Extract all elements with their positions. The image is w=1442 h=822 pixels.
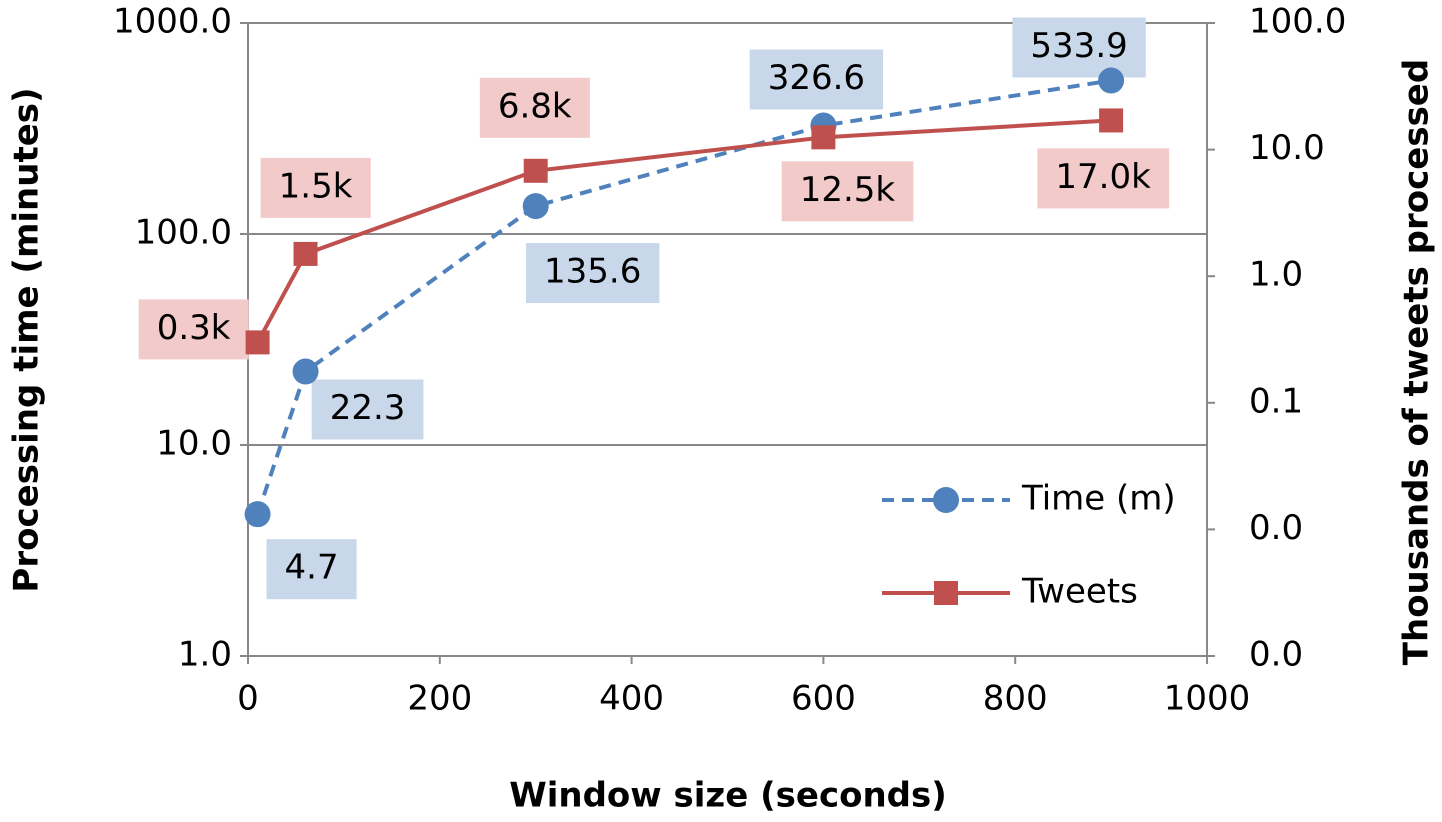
data-label-box	[1037, 148, 1170, 209]
data-label-box	[1012, 17, 1146, 78]
data-label-box	[526, 243, 660, 304]
data-label-group: 533.9	[1012, 17, 1146, 78]
data-label: 135.6	[544, 252, 641, 292]
y2-tick-label: 1.0	[1249, 255, 1303, 295]
data-label: 22.3	[330, 388, 406, 428]
data-label: 17.0k	[1055, 157, 1151, 197]
y2-tick-label: 0.0	[1249, 508, 1303, 548]
legend-label: Tweets	[1021, 572, 1138, 612]
data-label-group: 326.6	[749, 49, 884, 110]
data-label-group: 1.5k	[260, 157, 371, 218]
series-line	[255, 78, 1112, 515]
y-axis-title: Processing time (minutes)	[7, 87, 47, 592]
data-label: 4.7	[285, 548, 339, 588]
x-tick-label: 1000	[1164, 679, 1251, 719]
data-label: 326.6	[768, 58, 865, 98]
data-label-group: 0.3k	[138, 299, 249, 360]
x-tick-label: 800	[983, 679, 1048, 719]
data-label-box	[479, 77, 590, 138]
legend-marker	[934, 581, 958, 605]
data-label-box	[138, 299, 249, 360]
legend-label: Time (m)	[1021, 479, 1176, 519]
y-tick-label: 1000.0	[113, 2, 232, 42]
y2-axis-title: Thousands of tweets processed	[1397, 59, 1437, 665]
data-label-group: 12.5k	[781, 161, 914, 222]
marker	[293, 241, 318, 266]
series-line	[255, 118, 1112, 344]
marker	[523, 158, 548, 183]
x-tick-label: 400	[599, 679, 664, 719]
y2-tick-label: 100.0	[1249, 2, 1346, 42]
x-tick-label: 200	[407, 679, 472, 719]
y-tick-label: 10.0	[156, 424, 232, 464]
data-label-group: 17.0k	[1037, 148, 1170, 209]
data-label: 533.9	[1030, 26, 1127, 66]
y2-tick-label: 10.0	[1249, 128, 1325, 168]
data-label: 6.8k	[498, 86, 572, 126]
y2-tick-label: 0.0	[1249, 635, 1303, 675]
data-label: 1.5k	[279, 166, 353, 206]
data-label: 0.3k	[157, 308, 231, 348]
data-label-box	[311, 379, 424, 440]
data-label-group: 4.7	[266, 539, 357, 600]
data-label-box	[749, 49, 884, 110]
marker	[811, 125, 836, 150]
data-label-box	[266, 539, 357, 600]
data-label-box	[260, 157, 371, 218]
x-tick-label: 600	[791, 679, 856, 719]
x-tick-label: 0	[237, 679, 259, 719]
marker	[1098, 67, 1125, 94]
data-label-group: 22.3	[311, 379, 424, 440]
marker	[292, 358, 319, 385]
y-tick-label: 1.0	[178, 635, 232, 675]
marker	[522, 193, 549, 220]
data-label: 12.5k	[800, 170, 896, 210]
y2-tick-label: 0.1	[1249, 381, 1303, 421]
data-label-box	[781, 161, 914, 222]
legend-marker	[933, 487, 959, 513]
marker	[245, 330, 270, 355]
data-label-group: 135.6	[526, 243, 660, 304]
data-label-group: 6.8k	[479, 77, 590, 138]
x-axis-title: Window size (seconds)	[509, 776, 947, 816]
marker	[244, 501, 271, 528]
marker	[1099, 108, 1124, 133]
y-tick-label: 100.0	[135, 213, 232, 253]
